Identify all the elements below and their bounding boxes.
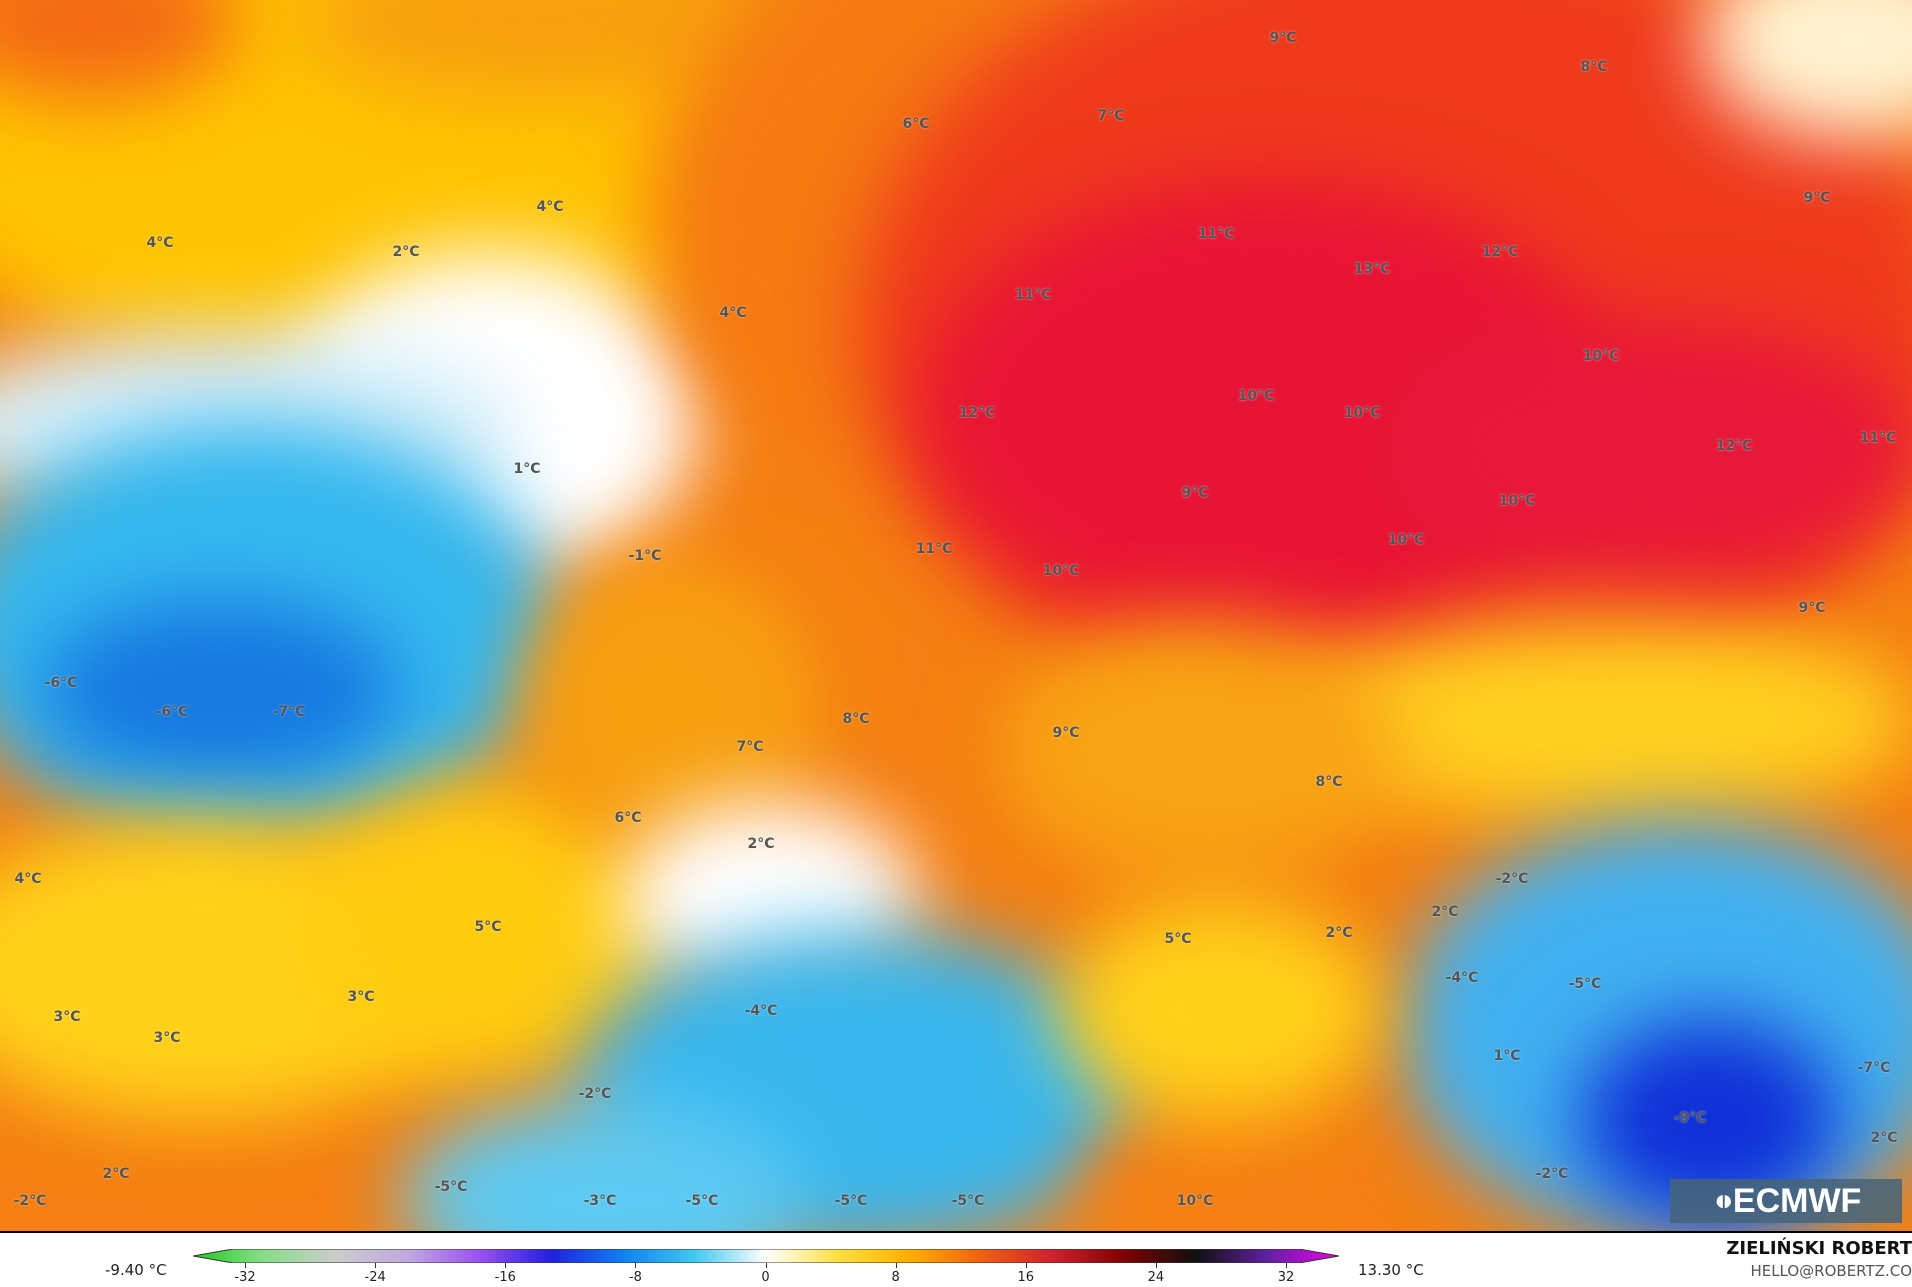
temp-label: 9°C [1052,725,1080,741]
author-credit: ZIELIŃSKI ROBERT [1726,1238,1912,1259]
tick-mark [1286,1263,1287,1268]
temp-label: 7°C [736,739,764,755]
temp-label: 3°C [153,1030,181,1046]
temp-label: -5°C [951,1193,985,1209]
temp-label: 10°C [1582,348,1620,364]
temp-label: -6°C [44,675,78,691]
tick-mark [1155,1263,1157,1268]
temp-label: -5°C [1568,976,1602,992]
min-value: -9.40 °C [105,1261,167,1279]
temp-label: 11°C [1197,226,1235,242]
temp-label: -2°C [1495,871,1529,887]
temp-label: 10°C [1498,493,1536,509]
temp-label: -7°C [272,704,306,720]
tick-mark [375,1263,377,1268]
tick-label: 16 [1017,1270,1035,1285]
tick-label: -32 [234,1270,256,1285]
temp-label: 10°C [1237,388,1275,404]
temp-label: 13°C [1353,261,1391,277]
temp-label: -2°C [13,1193,47,1209]
temp-label: 1°C [513,461,541,477]
temp-label: 9°C [1181,485,1209,501]
temp-label: 2°C [1431,904,1459,920]
temp-label: 9°C [1798,600,1826,616]
tick-mark [245,1263,246,1268]
tick-mark [895,1263,897,1268]
tick-label: -16 [494,1270,516,1285]
temp-label: 2°C [102,1166,130,1182]
temp-label: 8°C [1315,774,1343,790]
temp-label: -2°C [1535,1166,1569,1182]
temp-label: -3°C [583,1193,617,1209]
logo-text: ECMWF [1732,1181,1862,1220]
temp-label: 6°C [614,810,642,826]
temp-label: 8°C [842,711,870,727]
temp-label: 9°C [1269,30,1297,46]
temp-label: 11°C [1859,430,1897,446]
temp-label: -2°C [578,1086,612,1102]
tick-label: -8 [628,1270,642,1285]
temp-label: -1°C [628,548,662,564]
temp-label: 4°C [536,199,564,215]
temp-label: 2°C [1870,1130,1898,1146]
tick-mark [505,1263,507,1268]
temp-label: 9°C [1803,190,1831,206]
temp-label: 3°C [53,1009,81,1025]
temp-label: -4°C [1445,970,1479,986]
temp-label: 12°C [1715,438,1753,454]
ecmwf-symbol-icon: ◖◗ [1710,1184,1737,1217]
temp-label: -5°C [834,1193,868,1209]
temp-label: 2°C [747,836,775,852]
tick-label: 32 [1277,1270,1295,1285]
temp-label: 6°C [902,116,930,132]
temp-label: 11°C [1014,287,1052,303]
temp-label: -9°C [1673,1110,1707,1126]
colorbar [193,1249,1339,1263]
tick-mark [635,1263,637,1268]
temp-label: 12°C [1481,244,1519,260]
temp-label: 7°C [1097,108,1125,124]
temp-label: 10°C [1387,532,1425,548]
temp-label: 4°C [14,871,42,887]
temperature-map: 9°C 8°C 6°C 7°C 4°C 4°C 2°C 9°C 11°C 13°… [0,0,1912,1233]
tick-mark [1025,1263,1027,1268]
temp-label: -6°C [155,704,189,720]
temp-label: 5°C [474,919,502,935]
temp-label: 10°C [1343,405,1381,421]
tick-mark [765,1263,767,1268]
temp-label: 10°C [1176,1193,1214,1209]
temp-label: -4°C [744,1003,778,1019]
temp-label: 4°C [146,235,174,251]
tick-label: 8 [891,1270,900,1285]
temp-label: 5°C [1164,931,1192,947]
temp-label: 12°C [958,405,996,421]
temp-label: 3°C [347,989,375,1005]
temp-label: 8°C [1580,59,1608,75]
temp-label: 2°C [1325,925,1353,941]
ecmwf-logo: ◖◗ ECMWF [1670,1179,1902,1223]
max-value: 13.30 °C [1358,1261,1424,1279]
temp-label: 4°C [719,305,747,321]
author-contact: HELLO@ROBERTZ.CO [1750,1262,1912,1280]
temp-label: -7°C [1857,1060,1891,1076]
temp-label: 2°C [392,244,420,260]
tick-label: 24 [1147,1270,1165,1285]
temp-label: 10°C [1042,563,1080,579]
tick-label: 0 [761,1270,770,1285]
temp-label: 11°C [915,541,953,557]
tick-label: -24 [364,1270,386,1285]
temp-label: 1°C [1493,1048,1521,1064]
temp-label: -5°C [434,1179,468,1195]
temp-label: -5°C [685,1193,719,1209]
